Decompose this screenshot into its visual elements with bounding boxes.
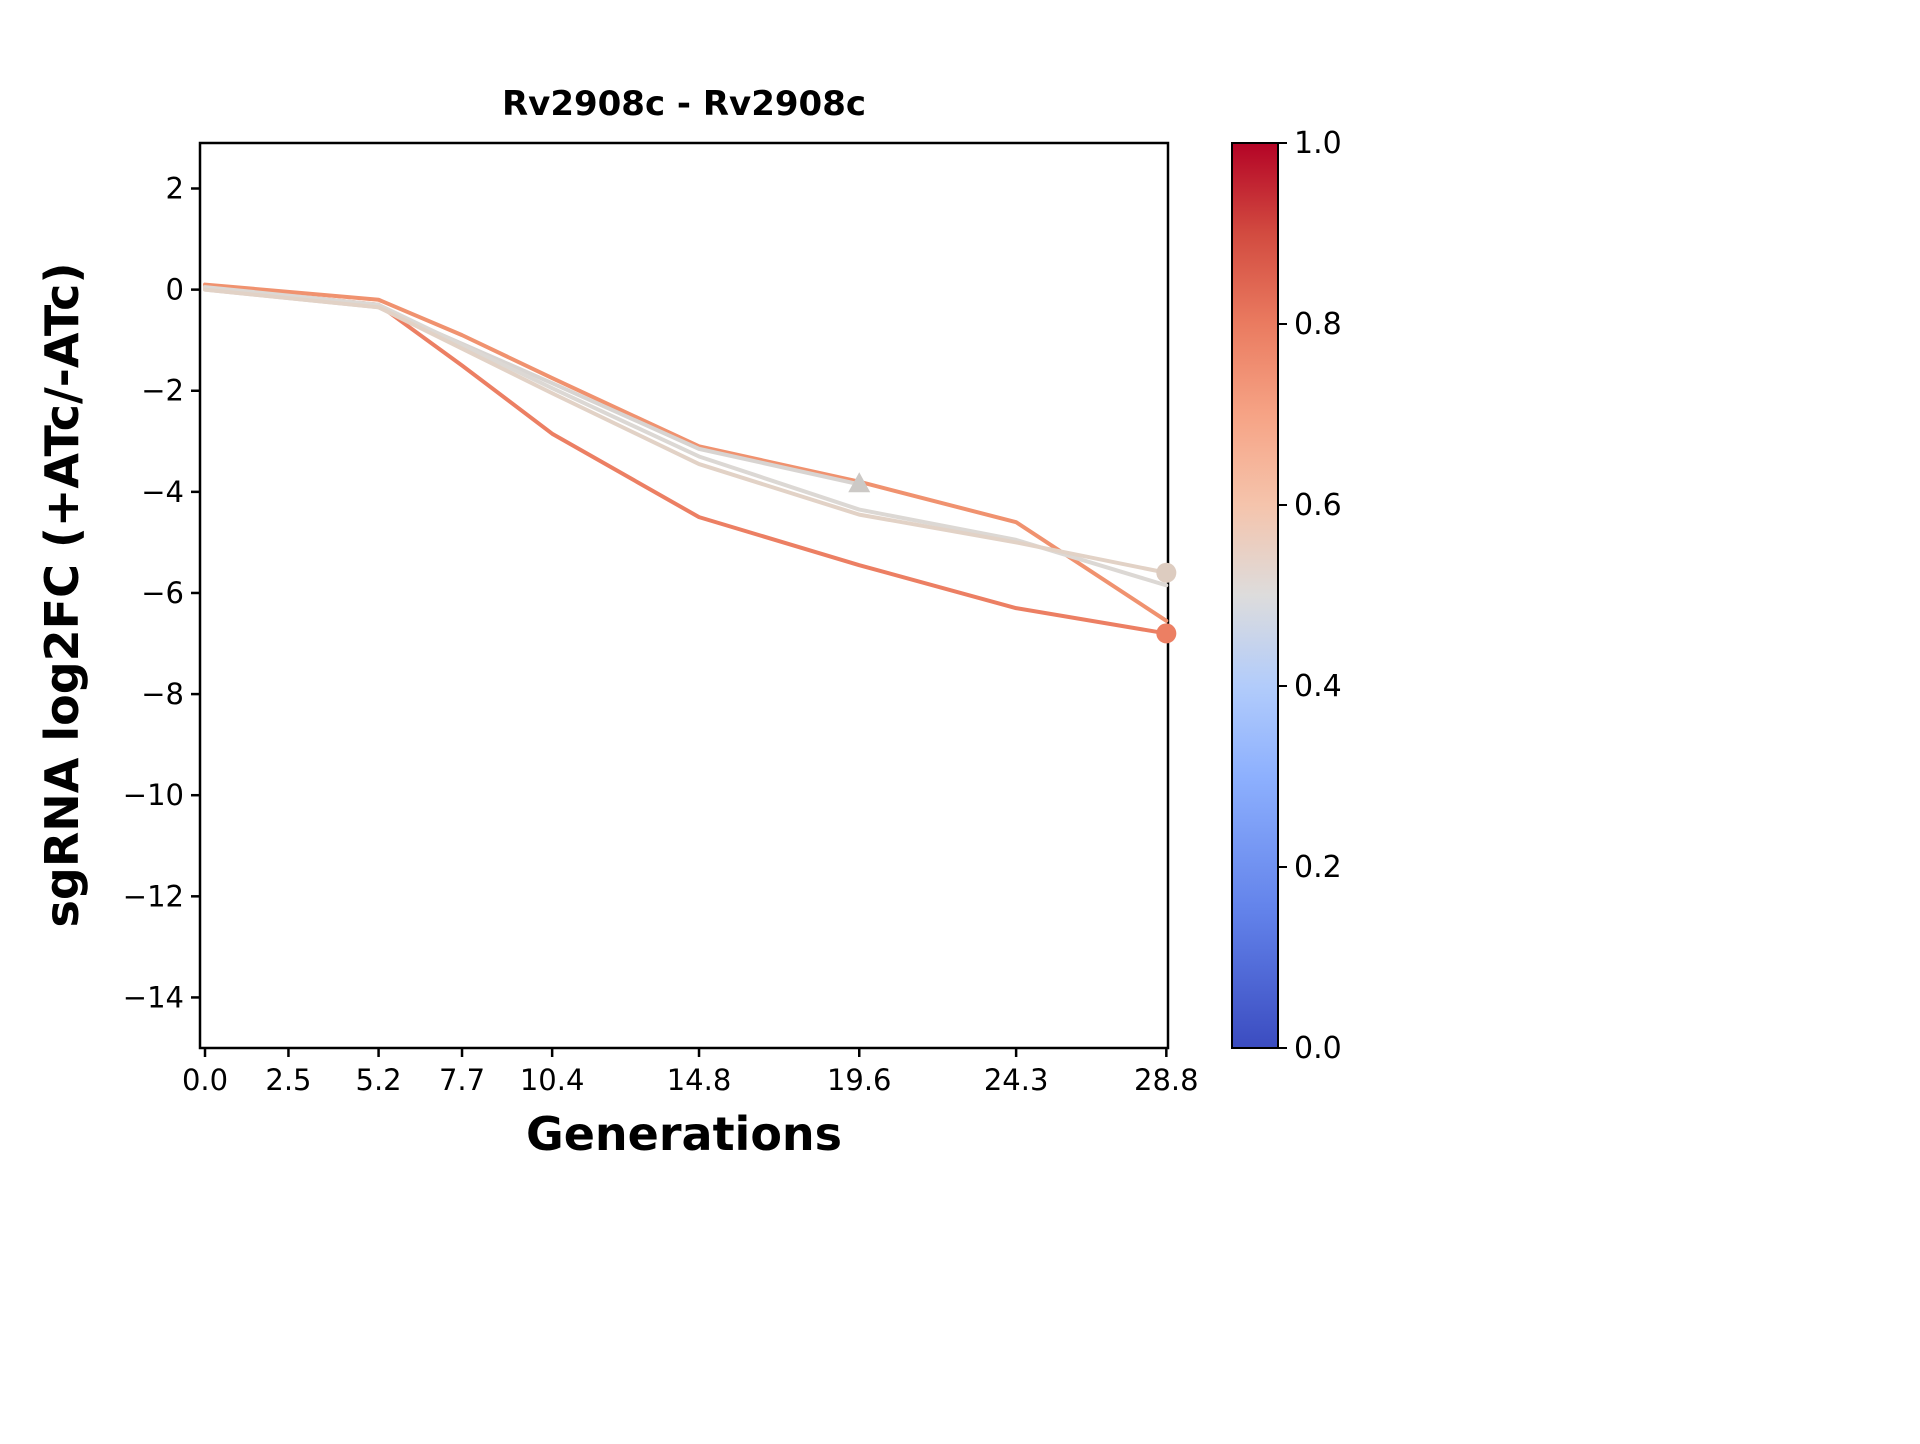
series-end-marker-circle (1156, 562, 1177, 583)
series-line-1 (203, 285, 1169, 636)
y-tick-label: −14 (123, 980, 184, 1014)
colorbar-gradient (1231, 142, 1279, 1049)
y-tick-label: −10 (123, 778, 184, 812)
x-tick-label: 24.3 (984, 1063, 1049, 1097)
x-tick-label: 28.8 (1134, 1063, 1199, 1097)
y-tick-label: −8 (141, 677, 184, 711)
chart-title: Rv2908c - Rv2908c (502, 84, 866, 124)
x-tick-label: 0.0 (182, 1063, 228, 1097)
y-tick-label: −4 (141, 475, 184, 509)
series-line-3 (203, 287, 862, 487)
y-tick-label: 0 (166, 273, 184, 307)
colorbar-tick-label: 0.6 (1294, 488, 1342, 523)
colorbar-tick-label: 0.4 (1294, 669, 1342, 704)
series-line-4 (203, 285, 1169, 588)
colorbar-tick-label: 0.8 (1294, 307, 1342, 342)
y-tick-label: −2 (141, 374, 184, 408)
colorbar-tick-label: 0.2 (1294, 850, 1342, 885)
colorbar-tick-label: 1.0 (1294, 126, 1342, 161)
x-tick-label: 2.5 (265, 1063, 311, 1097)
y-axis-label: sgRNA log2FC (+ATc/-ATc) (35, 263, 89, 928)
series-end-marker-triangle (848, 472, 871, 493)
y-tick-label: 2 (166, 172, 184, 206)
x-tick-label: 10.4 (520, 1063, 585, 1097)
x-axis-label: Generations (526, 1107, 842, 1161)
axes-frame (198, 141, 1170, 1050)
series-line-5 (203, 287, 1169, 575)
series-end-marker-circle (1156, 623, 1177, 644)
colorbar-tick-label: 0.0 (1294, 1031, 1342, 1066)
x-tick-label: 19.6 (827, 1063, 892, 1097)
y-tick-label: −6 (141, 576, 184, 610)
x-tick-label: 5.2 (356, 1063, 402, 1097)
series-line-2 (203, 282, 1169, 623)
x-tick-label: 7.7 (439, 1063, 485, 1097)
colorbar: 1.0 0.8 0.6 0.4 0.2 0.0 (1231, 126, 1342, 1066)
x-tick-label: 14.8 (667, 1063, 732, 1097)
plot-area: 0.0 2.5 5.2 7.7 10.4 14.8 19.6 24.3 28.8 2 0 −2 −4 −6… (123, 141, 1199, 1097)
y-tick-label: −12 (123, 879, 184, 913)
